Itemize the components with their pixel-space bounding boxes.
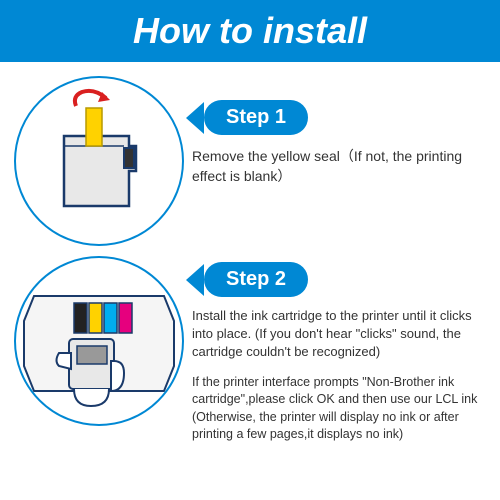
step-1-label: Step 1	[226, 106, 286, 128]
step-2-illustration	[14, 256, 184, 426]
step-2-text-extra: If the printer interface prompts "Non-Br…	[192, 374, 488, 444]
step-2-text: Install the ink cartridge to the printer…	[192, 307, 488, 362]
step-1-text: Remove the yellow seal（If not, the print…	[192, 147, 488, 186]
step-2-container: Step 2 Install the ink cartridge to the …	[14, 256, 500, 444]
step-1-content: Step 1 .step-container:nth-of-type(2) .s…	[192, 76, 500, 186]
printer-install-illustration	[19, 261, 179, 421]
step-2-content: Step 2 Install the ink cartridge to the …	[192, 256, 500, 444]
cartridge-seal-illustration	[24, 86, 174, 236]
step-2-badge: Step 2	[204, 262, 308, 297]
step-2-label: Step 2	[226, 268, 286, 290]
header-title: How to install	[133, 10, 367, 52]
step-1-illustration	[14, 76, 184, 246]
step-1-container: Step 1 .step-container:nth-of-type(2) .s…	[14, 76, 500, 246]
step-1-badge: Step 1	[204, 100, 308, 135]
header: How to install	[0, 0, 500, 62]
